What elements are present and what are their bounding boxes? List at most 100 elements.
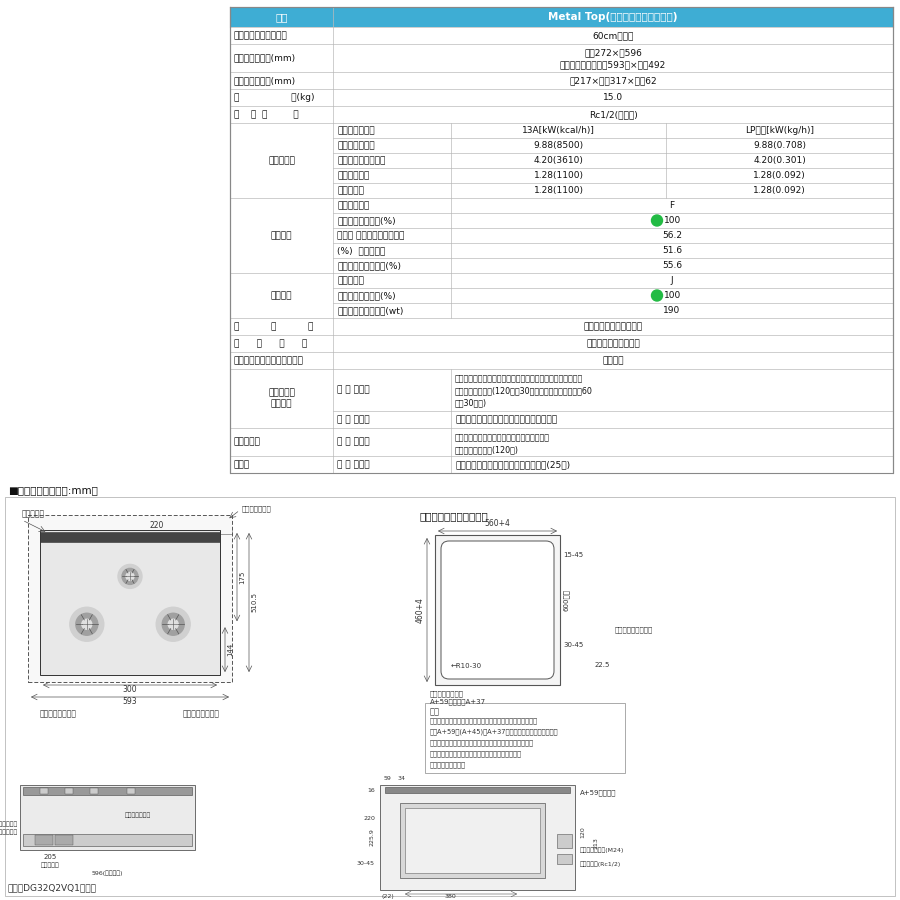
Bar	[230, 428, 893, 456]
Text: 51.6: 51.6	[662, 246, 682, 255]
Bar	[40, 788, 48, 794]
Bar	[23, 834, 192, 846]
Text: 過熱防止センサー、消し忘れ消火機能(25分): 過熱防止センサー、消し忘れ消火機能(25分)	[455, 460, 570, 469]
Circle shape	[118, 564, 142, 589]
Text: 15-45: 15-45	[563, 552, 583, 558]
Bar	[333, 183, 893, 198]
Text: 省エネ基準達成率(%): 省エネ基準達成率(%)	[337, 291, 396, 300]
Text: 9.88(0.708): 9.88(0.708)	[753, 141, 806, 150]
Text: オーブン接続口: オーブン接続口	[242, 506, 272, 512]
Bar	[230, 106, 893, 123]
Text: 22.5: 22.5	[595, 662, 610, 668]
Text: 調理油過熱防止装置、焦げつき自動消火機能、中火点火機能: 調理油過熱防止装置、焦げつき自動消火機能、中火点火機能	[455, 374, 583, 383]
Text: ガス接続口: ガス接続口	[40, 862, 59, 868]
Text: (%)  後バーナー: (%) 後バーナー	[337, 246, 385, 255]
Text: 1.28(0.092): 1.28(0.092)	[753, 186, 806, 195]
Text: A+59設置状態: A+59設置状態	[580, 789, 616, 796]
Bar	[380, 785, 575, 890]
Text: してください。: してください。	[430, 761, 466, 768]
Text: 225.9: 225.9	[370, 829, 375, 846]
Bar	[333, 198, 893, 213]
Text: 1.28(1100): 1.28(1100)	[534, 171, 583, 180]
Text: グリル部: グリル部	[271, 291, 292, 300]
Text: 全　点　火　時: 全 点 火 時	[337, 141, 374, 150]
Text: コンロ部: コンロ部	[271, 231, 292, 240]
Text: ワークトップ前面: ワークトップ前面	[430, 690, 464, 697]
Text: 右高火力バーナー: 右高火力バーナー	[183, 709, 220, 718]
Text: 120: 120	[580, 826, 585, 838]
Text: 144: 144	[227, 643, 233, 656]
Text: 220: 220	[149, 521, 164, 530]
Bar	[90, 788, 98, 794]
Text: キャビネット要図面: キャビネット要図面	[615, 626, 653, 634]
Text: 460+4: 460+4	[416, 597, 425, 623]
Circle shape	[122, 569, 138, 584]
Bar	[28, 515, 232, 682]
Text: グリル有効寸法(mm): グリル有効寸法(mm)	[234, 76, 296, 85]
FancyBboxPatch shape	[441, 541, 554, 679]
Bar	[385, 787, 570, 793]
Text: 380: 380	[444, 894, 456, 899]
Text: 300: 300	[122, 685, 138, 694]
Text: オーブン接続口(M24): オーブン接続口(M24)	[580, 847, 625, 853]
Circle shape	[157, 608, 190, 641]
Text: (22): (22)	[382, 894, 394, 899]
Text: 55.6: 55.6	[662, 261, 682, 270]
Text: 高さ272×幅596: 高さ272×幅596	[584, 49, 642, 58]
Bar	[333, 7, 893, 27]
Text: 安 全 モード: 安 全 モード	[337, 385, 370, 394]
Bar	[230, 123, 333, 198]
Text: 消し忘れ消火機能(120分): 消し忘れ消火機能(120分)	[455, 446, 519, 454]
Bar	[230, 72, 893, 89]
Bar	[230, 456, 893, 473]
Text: ガ　ス　種　類: ガ ス 種 類	[337, 126, 374, 135]
Bar	[230, 44, 893, 72]
Bar	[333, 258, 893, 273]
Text: LPガス[kW(kg/h)]: LPガス[kW(kg/h)]	[745, 126, 814, 135]
Text: 器           具           栓: 器 具 栓	[234, 322, 313, 331]
Text: 後　バーナー: 後 バーナー	[337, 171, 369, 180]
Text: 600以上: 600以上	[563, 589, 570, 611]
Bar	[230, 7, 893, 473]
Bar	[425, 703, 625, 773]
Text: 60cmタイプ: 60cmタイプ	[592, 31, 634, 40]
Text: 593: 593	[122, 697, 138, 706]
Bar	[230, 369, 333, 428]
Text: ■外形寸法図（単位:mm）: ■外形寸法図（単位:mm）	[8, 485, 98, 495]
Text: 左右高火力バーナー: 左右高火力バーナー	[337, 156, 385, 165]
Text: 1.28(0.092): 1.28(0.092)	[753, 171, 806, 180]
Text: ワークトップ穴開け寸法: ワークトップ穴開け寸法	[420, 511, 489, 521]
Text: 16: 16	[367, 788, 375, 793]
Circle shape	[652, 215, 662, 226]
Bar	[230, 273, 333, 318]
Bar	[333, 369, 893, 411]
Text: F: F	[670, 201, 675, 210]
Bar	[557, 854, 572, 864]
Circle shape	[76, 613, 98, 635]
Text: 接    続  ガ         ス: 接 続 ガ ス	[234, 110, 299, 119]
Text: 205: 205	[43, 854, 57, 860]
Circle shape	[168, 619, 178, 629]
Text: 1.28(1100): 1.28(1100)	[534, 186, 583, 195]
Bar	[405, 808, 540, 873]
Bar	[400, 803, 545, 878]
Text: 外　形　寸　法(mm): 外 形 寸 法(mm)	[234, 53, 296, 62]
Bar	[55, 835, 73, 845]
Text: １．設置フリータイプですのでワークトップ穴開け寸法は、: １．設置フリータイプですのでワークトップ穴開け寸法は、	[430, 717, 538, 724]
Text: 注記: 注記	[430, 707, 440, 716]
Text: ←R10-30: ←R10-30	[451, 663, 482, 669]
Text: 30-45: 30-45	[357, 861, 375, 866]
Text: 100: 100	[664, 291, 681, 300]
Text: エネルギー消費効率(%): エネルギー消費効率(%)	[337, 261, 401, 270]
Text: 4.20(3610): 4.20(3610)	[534, 156, 583, 165]
Bar	[557, 834, 572, 848]
Circle shape	[652, 290, 662, 301]
Text: 製品分類区分: 製品分類区分	[337, 201, 369, 210]
Bar	[230, 318, 893, 335]
Bar	[230, 335, 893, 352]
Text: 220: 220	[363, 816, 375, 821]
Text: 左右高火力
バーナー: 左右高火力 バーナー	[268, 389, 295, 409]
Text: 安 全 モード: 安 全 モード	[337, 437, 370, 446]
Bar	[230, 198, 333, 273]
Text: ガス消費量: ガス消費量	[268, 156, 295, 165]
